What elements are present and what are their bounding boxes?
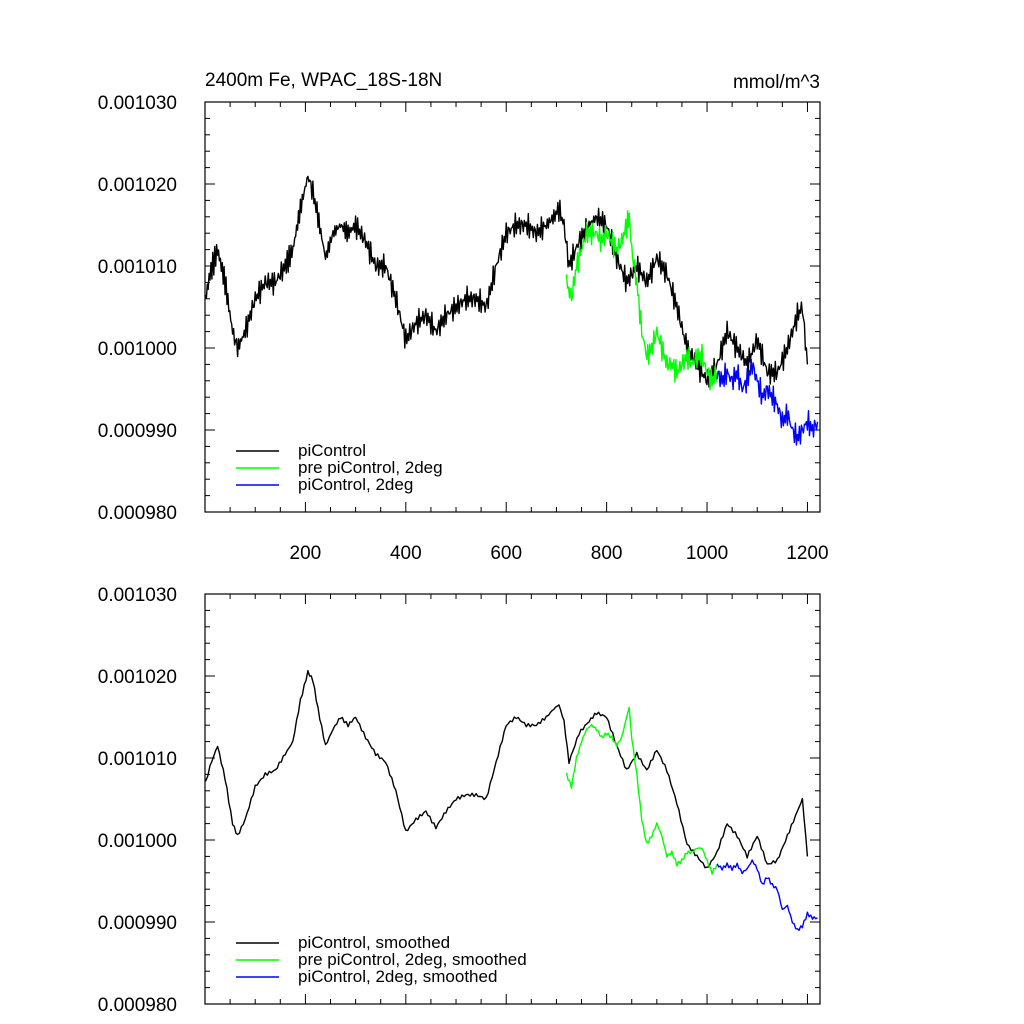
legend-label: piControl (298, 441, 366, 460)
bottom-plot-frame (204, 593, 821, 1005)
y-tick-label: 0.001020 (98, 175, 177, 196)
x-tick-label: 1200 (786, 543, 828, 564)
y-tick-label: 0.000980 (98, 503, 177, 524)
y-tick-label: 0.000980 (98, 995, 177, 1016)
bottom-panel: 0.000980 0.000990 0.001000 0.001010 0.001020… (98, 585, 821, 1016)
legend-label: piControl, smoothed (298, 933, 450, 952)
y-tick-label: 0.001010 (98, 257, 177, 278)
top-ticks: 0.000980 0.000990 0.001000 0.001010 0.001020… (98, 93, 829, 564)
x-tick-label: 400 (390, 543, 422, 564)
series-line-pre-picontrol-2deg (565, 210, 718, 391)
series-line-picontrol (204, 175, 809, 388)
top-chart-units: mmol/m^3 (733, 72, 820, 93)
legend-label: pre piControl, 2deg, smoothed (298, 950, 527, 969)
bottom-ticks: 0.000980 0.000990 0.001000 0.001010 0.001020… (98, 585, 820, 1016)
x-tick-label: 600 (490, 543, 522, 564)
x-tick-label: 800 (591, 543, 623, 564)
legend-label: piControl, 2deg, smoothed (298, 967, 497, 986)
legend-label: pre piControl, 2deg (298, 458, 443, 477)
x-tick-label: 200 (290, 543, 322, 564)
y-tick-label: 0.001030 (98, 585, 177, 606)
y-tick-label: 0.001010 (98, 749, 177, 770)
series-line-picontrol-2deg-smoothed (716, 859, 818, 931)
y-tick-label: 0.001020 (98, 667, 177, 688)
series-line-picontrol-2deg (716, 358, 819, 446)
y-tick-label: 0.001030 (98, 93, 177, 114)
top-series (204, 175, 819, 446)
top-plot-frame (204, 101, 821, 513)
bottom-series (204, 670, 818, 931)
legend-label: piControl, 2deg (298, 475, 413, 494)
x-tick-label: 1000 (686, 543, 728, 564)
top-panel: 0.000980 0.000990 0.001000 0.001010 0.001020… (98, 70, 829, 564)
series-line-pre-picontrol-2deg-smoothed (565, 706, 718, 875)
series-line-picontrol-smoothed (204, 670, 809, 869)
top-chart-title: 2400m Fe, WPAC_18S-18N (205, 70, 442, 91)
y-tick-label: 0.000990 (98, 421, 177, 442)
y-tick-label: 0.000990 (98, 913, 177, 934)
y-tick-label: 0.001000 (98, 831, 177, 852)
y-tick-label: 0.001000 (98, 339, 177, 360)
